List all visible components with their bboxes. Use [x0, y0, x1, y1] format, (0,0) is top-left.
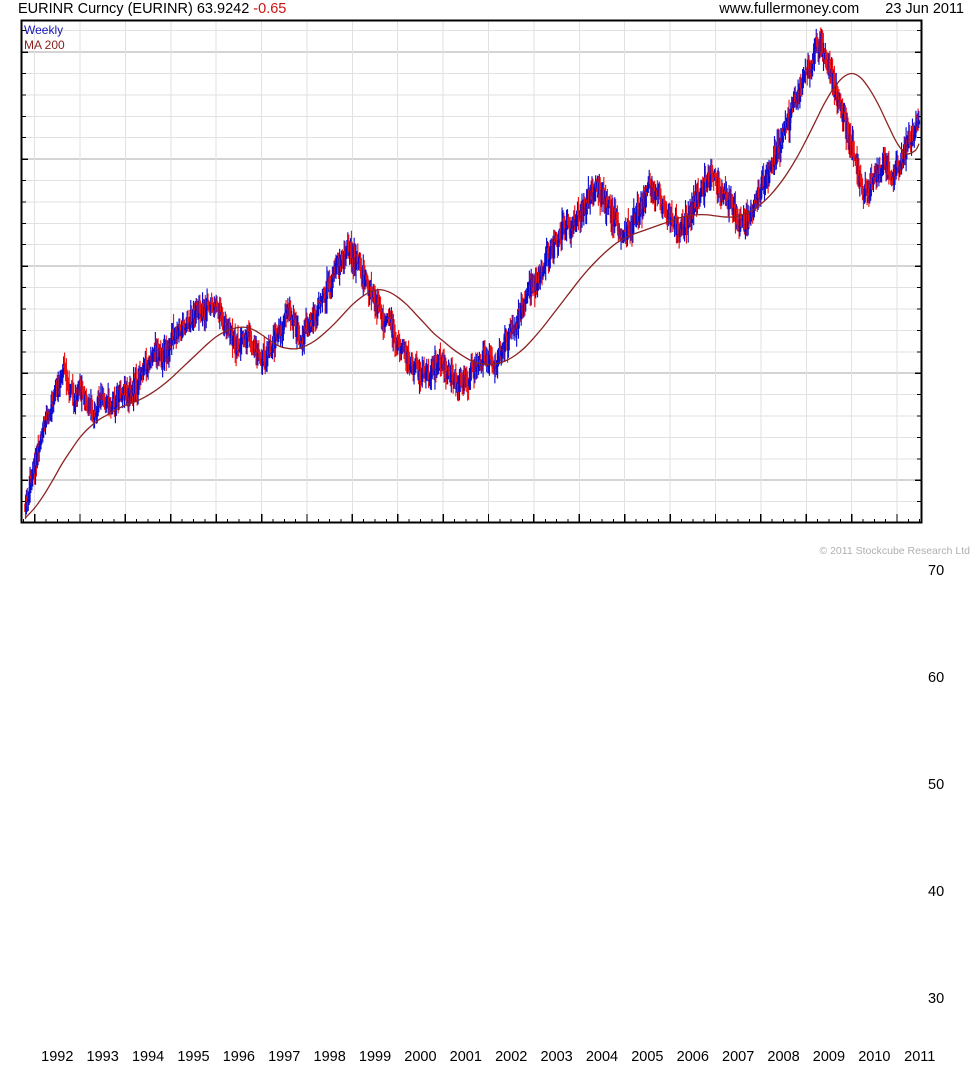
plot-area: 30 40 50 60 70 1992 1993 1994 1995 1996 1997 1998 1…	[0, 14, 980, 1065]
x-axis-tick-label: 2001	[449, 1049, 482, 1065]
y-axis-tick-label: 30	[928, 991, 945, 1008]
y-axis-tick-label: 50	[928, 777, 945, 794]
x-axis-tick-label: 2009	[812, 1049, 846, 1065]
x-axis-tick-label: 2008	[767, 1049, 800, 1065]
gridlines	[21, 20, 922, 524]
x-axis-tick-label: 1998	[313, 1049, 346, 1065]
header-right: www.fullermoney.com 23 Jun 2011	[719, 1, 964, 17]
x-axis-tick-label: 2004	[585, 1049, 619, 1065]
x-axis-tick-label: 2002	[495, 1049, 528, 1065]
x-axis-tick-label: 2000	[404, 1049, 437, 1065]
x-axis-tick-label: 2010	[858, 1049, 891, 1065]
x-axis-tick-label: 1996	[222, 1049, 255, 1065]
x-axis-tick-label: 2006	[676, 1049, 709, 1065]
chart-canvas	[20, 19, 923, 524]
y-axis-tick-label: 60	[928, 670, 945, 687]
plot-frame	[20, 19, 923, 524]
price-series	[24, 27, 921, 520]
ma200-line	[24, 72, 920, 519]
copyright-notice: © 2011 Stockcube Research Ltd	[819, 545, 970, 557]
chart-date: 23 Jun 2011	[885, 1, 964, 17]
website-link[interactable]: www.fullermoney.com	[719, 1, 860, 17]
y-axis-tick-label: 40	[928, 884, 945, 901]
x-axis-tick-label: 2005	[631, 1049, 664, 1065]
x-axis-tick-label: 2007	[722, 1049, 755, 1065]
x-axis-tick-label: 1995	[177, 1049, 210, 1065]
x-axis-tick-label: 2011	[904, 1049, 936, 1065]
x-axis-tick-label: 1999	[358, 1049, 392, 1065]
x-axis-tick-label: 1997	[268, 1049, 301, 1065]
axis-ticks	[21, 30, 922, 524]
y-axis-tick-label: 70	[928, 563, 945, 580]
x-axis-tick-label: 1992	[41, 1049, 74, 1065]
x-axis-tick-label: 2003	[540, 1049, 573, 1065]
price-change: -0.65	[253, 1, 287, 17]
instrument-title: EURINR Curncy (EURINR) 63.9242 -0.65	[18, 1, 286, 17]
chart-header: EURINR Curncy (EURINR) 63.9242 -0.65 www…	[0, 0, 980, 20]
x-axis-tick-label: 1993	[86, 1049, 119, 1065]
x-axis-tick-label: 1994	[131, 1049, 165, 1065]
instrument-title-text: EURINR Curncy (EURINR) 63.9242	[18, 1, 250, 17]
